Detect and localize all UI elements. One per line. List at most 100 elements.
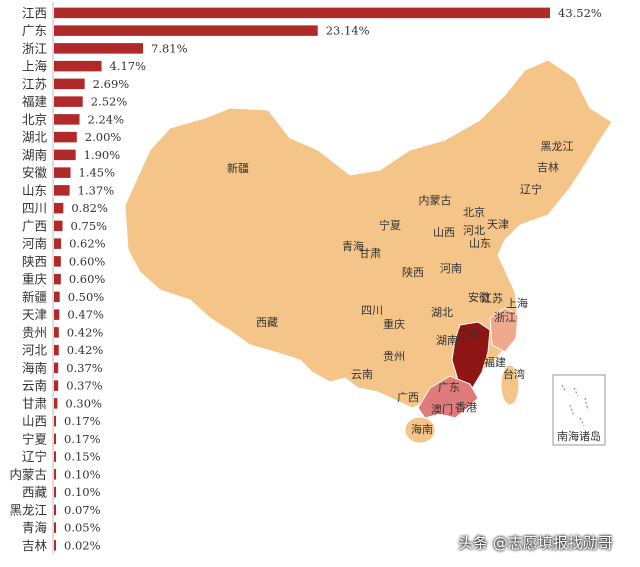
map-label-shandong: 山东 [469,237,491,250]
data-label: 1.37% [78,183,115,197]
category-label: 河南 [22,236,47,251]
category-label: 青海 [22,520,48,535]
category-label: 新疆 [22,289,47,304]
bar [54,398,58,409]
bar [54,185,70,196]
map-label-guangdong: 广东 [438,381,460,394]
category-label: 宁夏 [22,431,48,446]
data-label: 0.42% [67,325,104,339]
bar [54,43,144,54]
map-label-shanghai: 上海 [506,296,528,310]
category-label: 江苏 [22,76,47,91]
data-label: 2.69% [93,77,130,91]
bar [54,78,85,90]
map-label-tianjin: 天津 [487,218,509,231]
data-label: 0.07% [64,503,101,517]
map-label-shaanxi: 陕西 [402,265,424,279]
bar [54,256,61,267]
data-label: 0.17% [64,432,101,446]
map-label-hubei: 湖北 [431,306,453,319]
data-label: 0.02% [64,538,101,552]
data-label: 7.81% [151,41,188,55]
bar [54,451,56,462]
map-label-ningxia: 宁夏 [379,218,401,232]
data-label: 0.37% [66,379,103,393]
data-label: 0.10% [64,485,101,499]
data-label: 1.45% [79,166,116,180]
inset-label: 南海诸岛 [557,429,601,443]
category-label: 湖北 [22,130,48,145]
map-label-henan: 河南 [440,262,462,275]
category-label: 重庆 [22,272,48,287]
data-label: 0.60% [69,254,106,268]
data-label: 0.42% [67,343,104,357]
category-label: 江西 [22,5,47,20]
data-label: 0.17% [64,414,101,428]
category-label: 云南 [22,378,47,393]
data-label: 4.17% [110,59,147,73]
map-label-guangxi: 广西 [397,391,419,404]
bar [54,433,56,445]
category-label: 浙江 [22,41,47,56]
bar [54,96,83,107]
map-label-fujian: 福建 [484,355,506,369]
bar [54,380,59,391]
category-label: 辽宁 [22,449,47,464]
map-label-hainan: 海南 [411,422,433,436]
bar [54,167,71,178]
bar [54,131,77,143]
map-label-hebei: 河北 [463,224,485,237]
bar [54,327,59,338]
category-label: 陕西 [22,254,47,269]
data-label: 0.05% [64,521,101,535]
bar [54,114,80,125]
data-label: 0.37% [66,361,103,375]
inset-frame [552,374,606,446]
data-label: 0.82% [71,201,108,215]
bar [54,7,550,19]
map-label-gansu: 甘肃 [359,247,381,260]
category-label: 山东 [22,183,47,198]
guangdong-shape [417,375,479,419]
map-silhouette [124,59,613,409]
map-label-qinghai: 青海 [342,239,364,253]
category-label: 上海 [22,59,48,74]
data-label: 2.00% [85,130,122,144]
data-label: 23.14% [326,24,370,38]
bar [54,362,59,374]
map-label-xizang: 西藏 [256,316,278,329]
bar [54,25,318,36]
map-label-shanxi: 山西 [433,226,455,239]
category-label: 山西 [22,414,47,429]
bar [54,220,63,232]
data-label: 0.15% [64,450,101,464]
data-label: 0.62% [69,237,106,251]
map-label-chongqing: 重庆 [383,317,405,331]
data-label: 0.50% [68,290,105,304]
bar [54,60,102,72]
bar [54,291,60,303]
data-label: 0.30% [65,396,102,410]
map-label-liaoning: 辽宁 [520,182,542,196]
map-label-jiangsu: 江苏 [481,292,503,305]
data-label: 0.10% [64,467,101,481]
watermark: 头条 @志愿填报找勋哥 [458,534,613,552]
bar [54,504,56,516]
category-label: 安徽 [22,165,48,180]
bar [54,415,56,427]
map-label-jilin: 吉林 [537,160,559,174]
zhejiang-shape [489,307,519,353]
bar [54,344,59,356]
map-label-anhui: 安徽 [468,290,490,304]
category-label: 黑龙江 [9,502,47,517]
bar [54,486,56,498]
map-label-sichuan: 四川 [361,304,383,317]
map-label-heilongjiang: 黑龙江 [541,140,574,153]
map-label-neimenggu: 内蒙古 [419,193,452,207]
data-label: 0.75% [71,219,108,233]
map-label-hunan: 湖南 [436,334,458,347]
bar [54,522,56,533]
category-label: 福建 [22,94,48,109]
category-label: 四川 [22,201,47,216]
